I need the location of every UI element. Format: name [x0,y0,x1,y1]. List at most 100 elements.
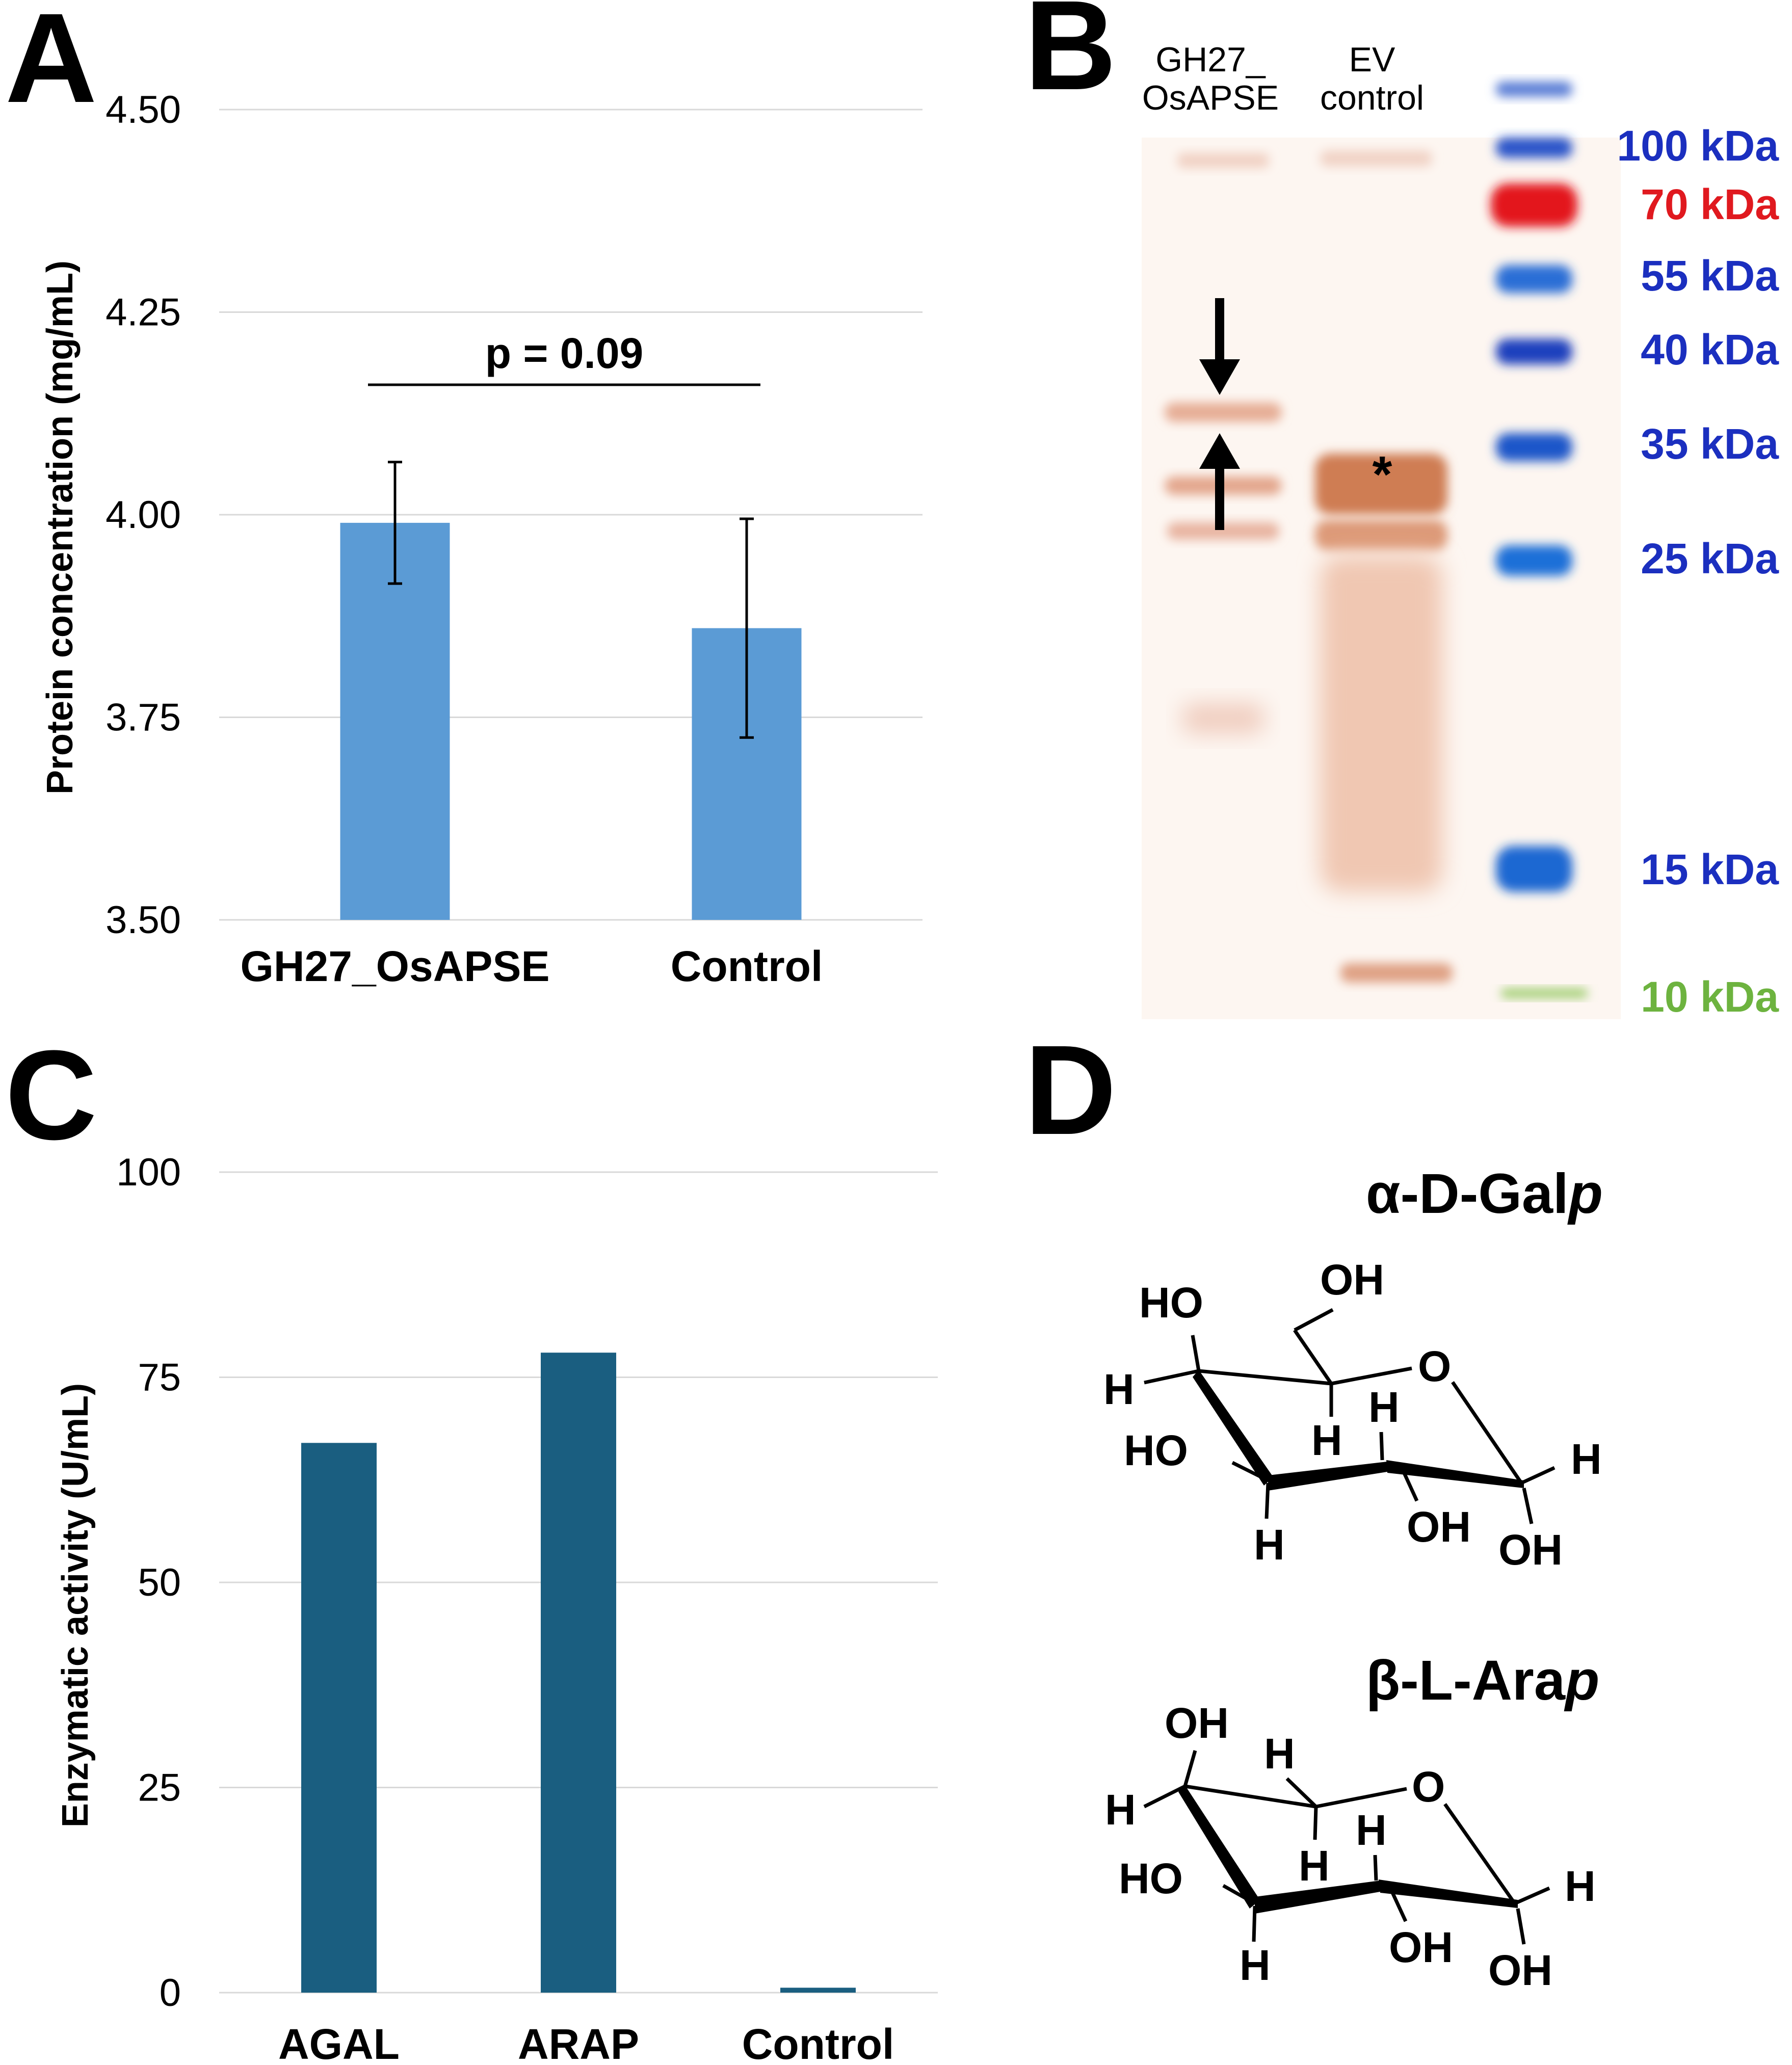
panel-label-c: C [5,1024,97,1166]
chart-a-y-ticks: 3.50 3.75 4.00 4.25 4.50 [106,88,181,942]
gal-h-c2: H [1254,1521,1285,1569]
bar [301,1443,377,1993]
ara-h-c5b: H [1299,1842,1330,1890]
gal-o-ring: O [1418,1342,1451,1390]
y-tick-label: 50 [138,1561,181,1604]
ara-title-prefix: β-L-Ara [1366,1649,1566,1712]
gal-title: α-D-Galp [1366,1162,1603,1225]
ladder-band-70 [1491,183,1577,227]
gal-h-c1: H [1571,1435,1602,1483]
chart-a: 3.503.754.004.254.50 GH27_OsAPSE Control … [40,88,923,990]
ara-wedge-left [1178,1785,1260,1909]
y-tick-label: 0 [160,1971,181,2015]
ladder-band-25 [1496,545,1572,576]
structure-beta-l-arap: β-L-Arap OH H H O H H HO H OH H OH [1105,1649,1599,1994]
marker-label: 55 kDa [1641,252,1779,300]
y-tick-label: 3.75 [106,696,181,739]
gal-wedge-bottom [1268,1462,1387,1491]
chart-a-bars [340,522,802,920]
lane2-label-line2: control [1320,78,1424,117]
ara-wedge-bottom [1255,1881,1380,1914]
chart-a-y-axis-label: Protein concentration (mg/mL) [40,260,81,795]
category-label: GH27_OsAPSE [241,942,550,990]
panel-label-a: A [5,0,97,129]
gal-oh-c1: OH [1498,1526,1563,1574]
gal-oh-c2: OH [1407,1503,1471,1551]
band-lane2-top [1320,150,1432,167]
lane2-label-line1: EV [1349,40,1395,79]
band-lane1-lower [1167,522,1279,540]
marker-label: 25 kDa [1641,535,1779,583]
gal-h-c3: H [1368,1383,1400,1431]
ara-wedge-right [1379,1879,1518,1908]
band-lane2-strong [1315,454,1447,515]
ara-h-c4: H [1105,1786,1136,1834]
ara-ho-c3: HO [1119,1855,1183,1902]
asterisk-mark: * [1373,446,1392,503]
lane-gh27-bands [1165,153,1282,734]
arrow-down-icon [1199,298,1240,395]
ara-oh-c2: OH [1389,1923,1453,1971]
gal-h-c5: H [1311,1416,1342,1464]
lane-ev-bands [1315,150,1453,983]
gal-title-prefix: α-D-Gal [1366,1162,1569,1225]
ara-h-c5: H [1264,1730,1295,1778]
ladder-band-15 [1496,846,1572,892]
smear-lane2 [1320,555,1442,892]
marker-label: 15 kDa [1641,845,1779,893]
lane1-label-line1: GH27_ [1155,40,1266,79]
ara-o-ring: O [1412,1763,1445,1811]
y-tick-label: 4.00 [106,493,181,537]
panel-label-b: B [1024,0,1117,116]
ara-ring-bonds [1143,1750,1550,1945]
gal-ring-bonds [1144,1308,1556,1524]
marker-label: 70 kDa [1641,180,1779,228]
band-lane1-faint [1182,703,1264,734]
chart-c-y-ticks: 0 25 50 75 100 [116,1151,181,2015]
y-tick-label: 75 [138,1356,181,1399]
ara-title: β-L-Arap [1366,1649,1599,1712]
y-tick-label: 100 [116,1151,181,1194]
marker-label: 10 kDa [1641,973,1779,1021]
chart-c-y-axis-label: Enzymatic activity (U/mL) [55,1383,96,1828]
gal-wedge-right [1386,1460,1524,1488]
ladder-band-100 [1496,138,1572,158]
gal-oh-top: OH [1320,1256,1384,1304]
y-tick-label: 3.50 [106,898,181,942]
category-label: ARAP [518,2020,639,2065]
bar [340,522,450,920]
gal-wedge-left [1193,1370,1273,1486]
chart-a-gridlines [219,109,923,921]
marker-label: 100 kDa [1617,122,1779,170]
category-label: AGAL [278,2020,400,2065]
ara-title-suffix: p [1564,1649,1599,1712]
y-tick-label: 4.50 [106,88,181,131]
bar [541,1353,616,1993]
lane-labels: GH27_ OsAPSE EV control [1142,40,1424,117]
ladder-bands [1491,82,1588,998]
chart-c-categories: AGAL ARAP Control [278,2020,894,2065]
y-tick-label: 4.25 [106,291,181,334]
arrow-up-icon [1199,433,1240,530]
ladder-band-top [1496,82,1572,97]
category-label: Control [742,2020,894,2065]
band-lane2-under [1315,520,1447,550]
band-lane1-upper [1165,403,1282,422]
chart-c: 0 25 50 75 100 AGAL ARAP Control Enzymatic act… [55,1151,938,2065]
gel-image: * [1142,82,1621,1019]
bar [780,1988,856,1993]
lane1-label-line2: OsAPSE [1142,78,1279,117]
gal-ho-c4: HO [1139,1279,1203,1327]
ladder-band-35 [1496,433,1572,461]
marker-labels: 100 kDa 70 kDa 55 kDa 40 kDa 35 kDa 25 kDa 15 … [1617,122,1779,1021]
chart-c-bars [301,1353,856,1993]
band-lane1-top [1177,153,1269,168]
chart-a-error-bars [388,461,754,739]
ladder-band-55 [1496,265,1572,293]
gal-title-suffix: p [1567,1162,1603,1225]
p-value-annotation: p = 0.09 [485,329,644,377]
ara-oh-c1: OH [1488,1946,1552,1994]
panel-label-d: D [1024,1019,1117,1161]
ara-h-c2: H [1240,1941,1271,1989]
